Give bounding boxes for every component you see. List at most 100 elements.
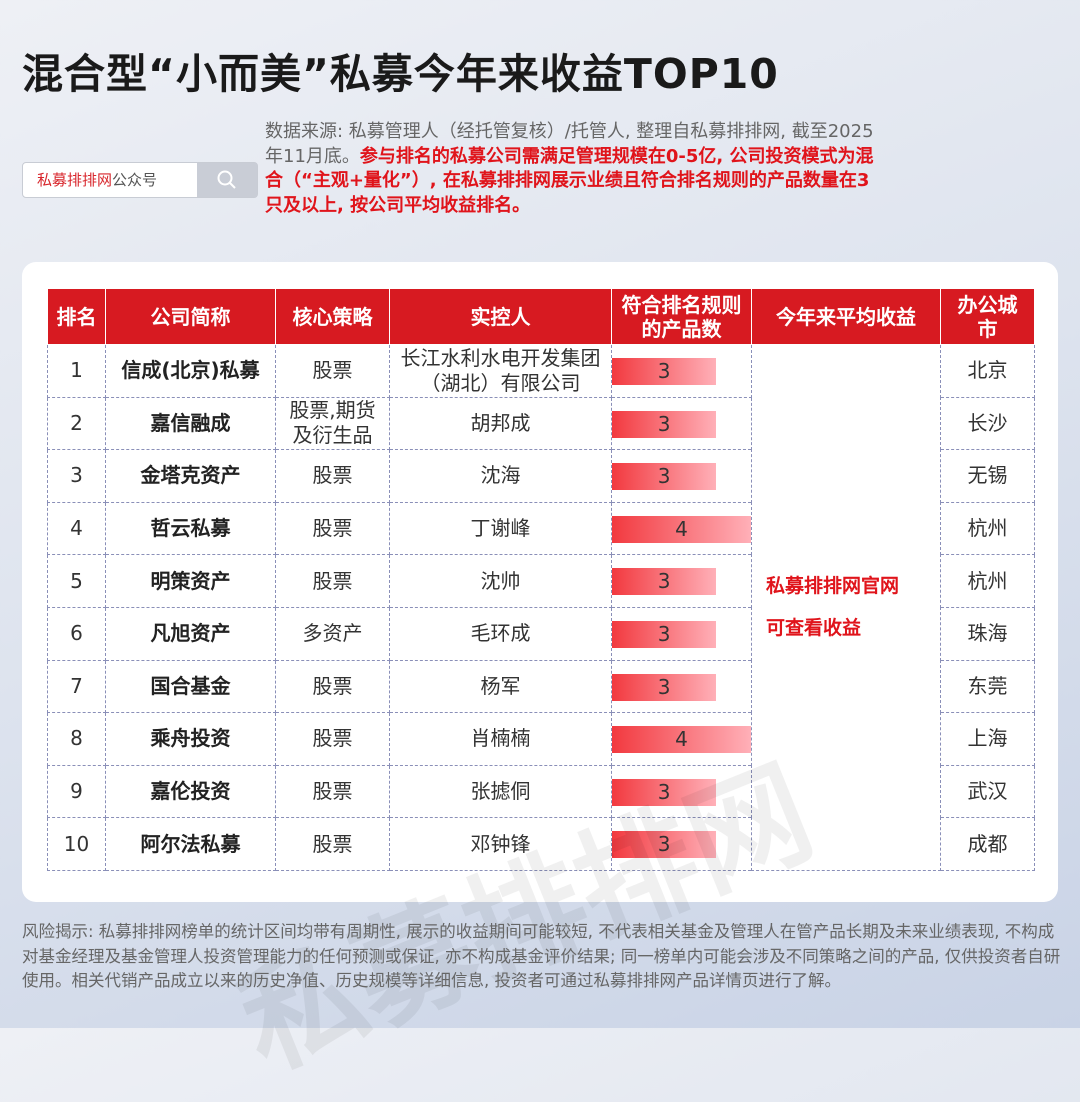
cell-count: 3 [611,344,752,398]
table-row: 1 信成(北京)私募 股票 长江水利水电开发集团（湖北）有限公司 3 私募排排网官网 可查看… [47,344,1035,871]
cell-controller: 沈帅 [389,554,612,608]
cell-count: 4 [611,712,752,766]
cell-city: 武汉 [940,764,1035,819]
cell-name: 凡旭资产 [105,606,276,661]
count-bar: 3 [612,778,717,806]
cell-count: 3 [611,606,752,661]
search-button[interactable] [197,163,257,197]
cell-name: 明策资产 [105,554,276,608]
cell-count: 3 [611,817,752,871]
count-bar: 3 [612,568,717,596]
cell-name: 哲云私募 [105,501,276,556]
cell-rank: 5 [47,554,106,608]
column-header: 今年来平均收益 [751,288,941,345]
column-header: 实控人 [389,288,612,345]
count-bar: 3 [612,410,717,438]
table-row: 5 明策资产 股票 沈帅 3 杭州 [47,554,1035,608]
column-header: 核心策略 [275,288,390,345]
cell-controller: 邓钟锋 [389,817,612,871]
table-row: 2 嘉信融成 股票,期货及衍生品 胡邦成 3 长沙 [47,396,1035,451]
cell-controller: 毛环成 [389,606,612,661]
note-criteria: 参与排名的私募公司需满足管理规模在0-5亿, 公司投资模式为混合（“主观+量化”… [265,145,874,216]
cell-name: 嘉伦投资 [105,764,276,819]
ranking-card: 排名 公司简称 核心策略 实控人 符合排名规则的产品数 今年来平均收益 办公城市 1 信成(北… [22,262,1058,1096]
cell-controller: 胡邦成 [389,396,612,451]
return-note-line: 私募排排网官网 [766,575,900,598]
cell-strategy: 股票 [275,659,390,714]
cell-city: 长沙 [940,396,1035,451]
cell-rank: 9 [47,764,106,819]
note-source: 数据来源: 私募管理人（经托管复核）/托管人, 整理自私募排排网, 截至2025… [265,121,874,167]
cell-name: 信成(北京)私募 [105,344,276,398]
cell-controller: 沈海 [389,449,612,503]
cell-city: 杭州 [940,554,1035,608]
search-box[interactable]: 私募排排网公众号 [22,162,258,198]
cell-count: 3 [611,554,752,608]
cell-strategy: 股票,期货及衍生品 [275,396,390,451]
cell-count: 3 [611,659,752,714]
ranking-table: 排名 公司简称 核心策略 实控人 符合排名规则的产品数 今年来平均收益 办公城市 1 信成(北… [47,288,1035,871]
cell-strategy: 股票 [275,449,390,503]
data-source-note: 数据来源: 私募管理人（经托管复核）/托管人, 整理自私募排排网, 截至2025… [265,120,875,218]
cell-city: 东莞 [940,659,1035,714]
cell-rank: 1 [47,344,106,398]
cell-city: 珠海 [940,606,1035,661]
table-row: 9 嘉伦投资 股票 张摅侗 3 武汉 [47,764,1035,819]
cell-controller: 杨军 [389,659,612,714]
count-bar: 3 [612,358,717,385]
cell-city: 成都 [940,817,1035,871]
count-bar: 3 [612,831,717,859]
table-row: 7 国合基金 股票 杨军 3 东莞 [47,659,1035,714]
cell-city: 杭州 [940,501,1035,556]
table-row: 3 金塔克资产 股票 沈海 3 无锡 [47,449,1035,503]
page-title: 混合型“小而美”私募今年来收益TOP10 [22,50,779,98]
column-header: 排名 [47,288,106,345]
cell-name: 乘舟投资 [105,712,276,766]
cell-strategy: 股票 [275,712,390,766]
cell-controller: 丁谢峰 [389,501,612,556]
cell-city: 上海 [940,712,1035,766]
cell-strategy: 多资产 [275,606,390,661]
cell-count: 3 [611,449,752,503]
return-note-line: 可查看收益 [766,617,862,640]
count-bar: 3 [612,463,717,491]
cell-strategy: 股票 [275,764,390,819]
count-bar: 3 [612,673,717,701]
cell-rank: 2 [47,396,106,451]
cell-rank: 3 [47,449,106,503]
cell-return-merged: 私募排排网官网 可查看收益 [751,344,941,871]
search-label-brand: 私募排排网 [37,171,113,189]
cell-strategy: 股票 [275,554,390,608]
cell-name: 金塔克资产 [105,449,276,503]
table-row: 10 阿尔法私募 股票 邓钟锋 3 成都 [47,817,1035,871]
count-bar: 3 [612,620,717,648]
cell-rank: 4 [47,501,106,556]
cell-city: 北京 [940,344,1035,398]
cell-rank: 6 [47,606,106,661]
cell-name: 阿尔法私募 [105,817,276,871]
cell-strategy: 股票 [275,817,390,871]
column-header: 公司简称 [105,288,276,345]
count-bar: 4 [612,726,751,754]
cell-name: 国合基金 [105,659,276,714]
cell-count: 3 [611,396,752,451]
cell-strategy: 股票 [275,344,390,398]
cell-controller: 长江水利水电开发集团（湖北）有限公司 [389,344,612,398]
cell-count: 4 [611,501,752,556]
cell-rank: 10 [47,817,106,871]
column-header: 办公城市 [940,288,1035,345]
column-header: 符合排名规则的产品数 [611,288,752,345]
table-row: 6 凡旭资产 多资产 毛环成 3 珠海 [47,606,1035,661]
risk-disclosure: 风险揭示: 私募排排网榜单的统计区间均带有周期性, 展示的收益期间可能较短, 不… [22,922,1061,990]
table-row: 8 乘舟投资 股票 肖楠楠 4 上海 [47,712,1035,766]
search-icon [217,170,236,189]
cell-rank: 8 [47,712,106,766]
cell-rank: 7 [47,659,106,714]
search-label: 私募排排网公众号 [23,163,197,197]
search-label-suffix: 公众号 [112,171,158,189]
cell-count: 3 [611,764,752,819]
count-bar: 4 [612,515,751,543]
cell-name: 嘉信融成 [105,396,276,451]
cell-strategy: 股票 [275,501,390,556]
cell-controller: 张摅侗 [389,764,612,819]
